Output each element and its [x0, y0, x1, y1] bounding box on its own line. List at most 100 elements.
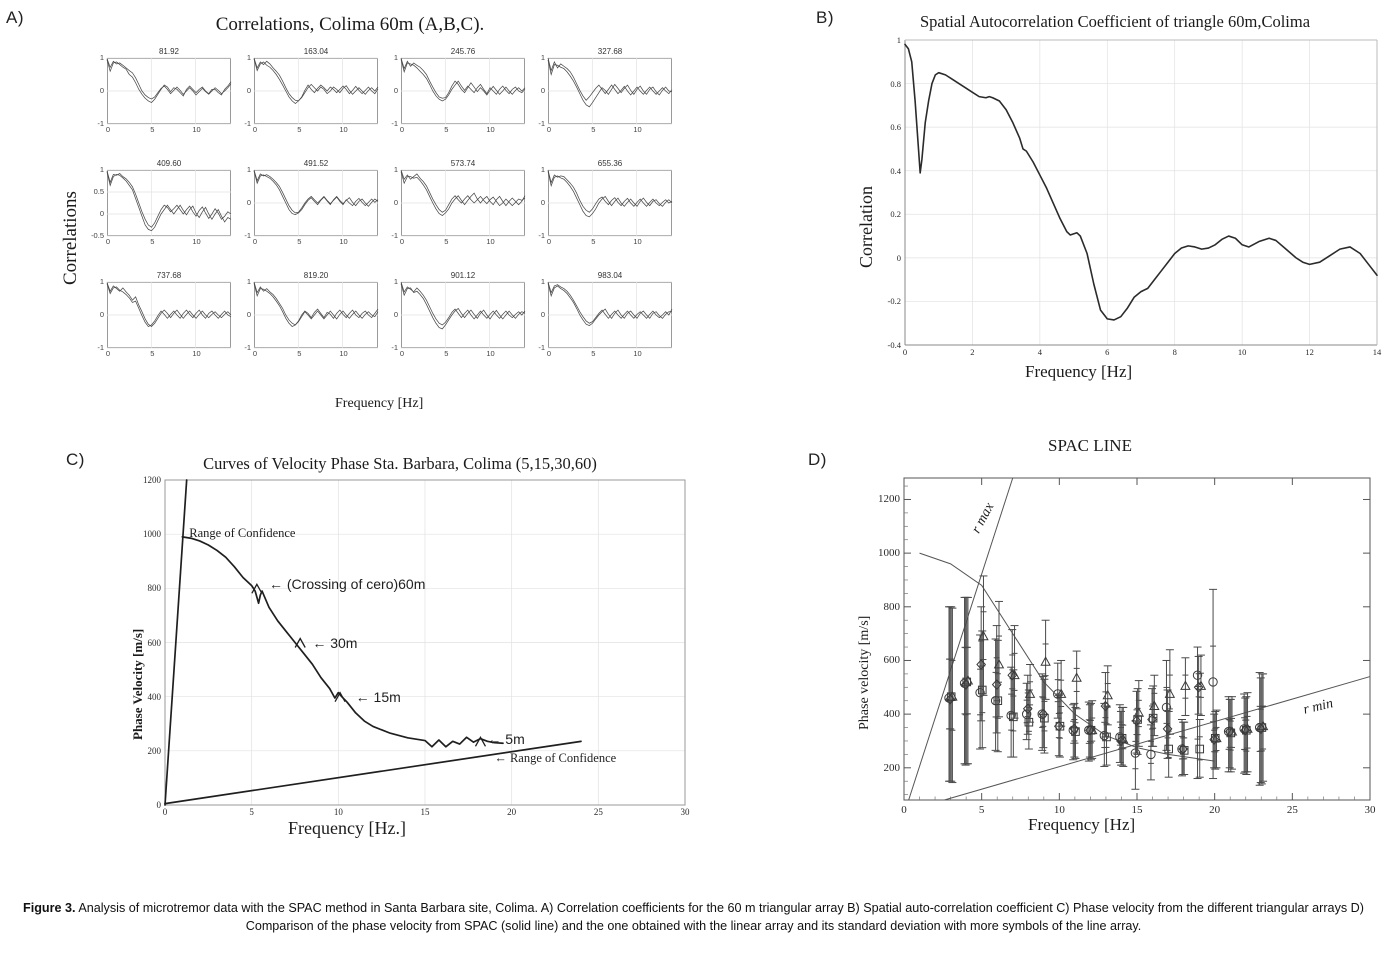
- panel-d-plot: [903, 477, 1371, 801]
- panel-b-xtick-2: 4: [1037, 347, 1042, 357]
- panel-c-ytick-0: 1200: [143, 475, 161, 485]
- subplot-1-trace-1: [253, 58, 379, 105]
- panel-d-series-triangle: [947, 575, 1269, 784]
- subplot-7-xtick-0: 0: [546, 237, 552, 246]
- panel-c-xtick-2: 10: [333, 807, 343, 817]
- panel-b-ytick-1: 0.8: [890, 78, 901, 89]
- subplot-4-ytick-3: -0.5: [91, 231, 104, 240]
- subplot-6-trace-0: [400, 169, 526, 213]
- panel-b-title: Spatial Autocorrelation Coefficient of t…: [919, 12, 1311, 31]
- subplot-7-trace-0: [547, 169, 673, 213]
- panel-b-xtick-6: 12: [1305, 347, 1314, 357]
- subplot-5-ytick-0: 1: [246, 165, 251, 174]
- panel-d-ytick-1: 1000: [878, 547, 900, 560]
- panel-c-anno-3: ← 15m: [355, 688, 401, 705]
- panel-c-anno-5: ← Range of Confidence: [494, 750, 617, 765]
- subplot-11-xtick-1: 5: [591, 349, 596, 358]
- subplot-11-xtick-0: 0: [546, 349, 552, 358]
- panel-c-ytick-5: 200: [147, 745, 162, 756]
- panel-c-letter: C): [66, 450, 85, 469]
- subplot-10-xtick-2: 10: [486, 349, 495, 358]
- panel-d-ytick-0: 1200: [878, 493, 900, 506]
- panel-d-xtick-2: 10: [1053, 804, 1065, 816]
- subplot-6-trace-1: [400, 171, 526, 217]
- subplot-plot-11: [547, 281, 673, 349]
- subplot-1-ytick-1: 0: [246, 86, 251, 95]
- subplot-5-trace-1: [253, 170, 379, 215]
- panel-d-refline-1: [944, 676, 1371, 801]
- subplot-11-ytick-2: -1: [538, 343, 545, 352]
- panel-c-xlabel: Frequency [Hz.]: [288, 818, 406, 838]
- subplot-3-ytick-2: -1: [538, 119, 545, 128]
- subplot-8-trace-1: [106, 283, 232, 328]
- subplot-10-trace-0: [400, 281, 526, 326]
- subplot-1-xtick-1: 5: [297, 125, 302, 134]
- subplot-3-trace-0: [547, 57, 673, 101]
- panel-b-ytick-6: -0.2: [887, 296, 901, 307]
- subplot-0-xtick-1: 5: [150, 125, 155, 134]
- panel-b-letter: B): [816, 8, 834, 27]
- subplot-plot-1: [253, 57, 379, 125]
- subplot-10-trace-1: [400, 283, 526, 330]
- panel-b-xtick-1: 2: [970, 347, 975, 357]
- subplot-10-ytick-2: -1: [391, 343, 398, 352]
- subplot-title-8: 737.68: [156, 271, 182, 280]
- panel-d-series-circle: [944, 588, 1265, 790]
- panel-c-ytick-3: 600: [147, 637, 162, 648]
- panel-b-xlabel: Frequency [Hz]: [1025, 362, 1133, 381]
- subplot-1-xtick-2: 10: [339, 125, 348, 134]
- panel-d-xlabel: Frequency [Hz]: [1028, 815, 1136, 834]
- subplot-9-ytick-2: -1: [244, 343, 251, 352]
- caption-lead: Figure 3.: [23, 901, 76, 915]
- panel-a-title: Correlations, Colima 60m (A,B,C).: [215, 14, 485, 35]
- subplot-1-ytick-0: 1: [246, 53, 251, 62]
- subplot-9-xtick-0: 0: [252, 349, 258, 358]
- subplot-2-xtick-0: 0: [399, 125, 405, 134]
- subplot-4-xtick-0: 0: [105, 237, 111, 246]
- subplot-6-xtick-2: 10: [486, 237, 495, 246]
- subplot-4-xtick-1: 5: [150, 237, 155, 246]
- subplot-1-ytick-2: -1: [244, 119, 251, 128]
- subplot-title-5: 491.52: [303, 159, 329, 168]
- subplot-title-7: 655.36: [597, 159, 623, 168]
- panel-c-ytick-4: 400: [147, 691, 162, 702]
- panel-c-ytick-1: 1000: [143, 529, 161, 540]
- panel-b-ytick-4: 0.2: [890, 209, 901, 220]
- panel-b-ytick-3: 0.4: [890, 165, 901, 176]
- subplot-8-ytick-2: -1: [97, 343, 104, 352]
- subplot-6-xtick-0: 0: [399, 237, 405, 246]
- subplot-8-xtick-2: 10: [192, 349, 201, 358]
- subplot-3-xtick-1: 5: [591, 125, 596, 134]
- panel-d-ytick-2: 800: [883, 600, 901, 613]
- subplot-9-xtick-1: 5: [297, 349, 302, 358]
- subplot-1-xtick-0: 0: [252, 125, 258, 134]
- subplot-2-ytick-0: 1: [393, 53, 398, 62]
- subplot-7-trace-1: [547, 171, 673, 218]
- subplot-6-ytick-0: 1: [393, 165, 398, 174]
- panel-d-xtick-4: 20: [1209, 804, 1221, 816]
- subplot-title-2: 245.76: [450, 47, 476, 56]
- subplot-0-xtick-0: 0: [105, 125, 111, 134]
- panel-c-xtick-5: 25: [593, 807, 603, 817]
- subplot-7-xtick-2: 10: [633, 237, 642, 246]
- subplot-8-ytick-0: 1: [99, 277, 104, 286]
- subplot-5-xtick-1: 5: [297, 237, 302, 246]
- subplot-title-9: 819.20: [303, 271, 329, 280]
- panel-b-xtick-0: 0: [902, 347, 908, 357]
- subplot-5-trace-0: [253, 169, 379, 214]
- subplot-5-ytick-1: 0: [246, 198, 251, 207]
- panel-b-ytick-5: 0: [896, 252, 901, 263]
- subplot-plot-5: [253, 169, 379, 237]
- subplot-2-xtick-2: 10: [486, 125, 495, 134]
- subplot-6-xtick-1: 5: [444, 237, 449, 246]
- panel-b-ytick-0: 1: [896, 35, 901, 45]
- subplot-9-ytick-0: 1: [246, 277, 251, 286]
- subplot-1-trace-0: [253, 57, 379, 102]
- subplot-0-trace-1: [106, 59, 232, 104]
- subplot-7-ytick-0: 1: [540, 165, 545, 174]
- panel-b-plot: [904, 39, 1378, 346]
- subplot-5-xtick-0: 0: [252, 237, 258, 246]
- panel-b-xtick-5: 10: [1237, 347, 1247, 357]
- subplot-plot-3: [547, 57, 673, 125]
- subplot-8-ytick-1: 0: [99, 310, 104, 319]
